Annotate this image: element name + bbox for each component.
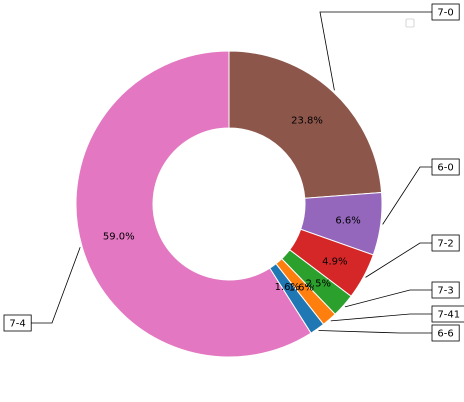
callout-box-7-2: [431, 234, 460, 252]
leader-line-7-41: [330, 313, 432, 322]
callout-label-7-4: 7-4: [9, 319, 25, 330]
legend-handle: [405, 18, 415, 28]
percent-labels: 23.8%6.6%4.9%2.5%1.6%1.6%59.0%: [103, 115, 361, 293]
callout-box-7-0: [431, 3, 460, 21]
leader-line-6-6: [318, 330, 432, 334]
slice-7-4: [75, 50, 312, 358]
pct-label-7-41: 1.6%: [289, 283, 314, 294]
callout-box-6-0: [431, 158, 460, 176]
callout-box-7-3: [431, 281, 460, 299]
callout-label-7-41: 7-41: [437, 310, 460, 321]
pct-label-6-6: 1.6%: [275, 282, 300, 293]
donut-slices: [75, 50, 383, 358]
callout-label-7-0: 7-0: [437, 8, 453, 19]
callout-label-6-0: 6-0: [437, 163, 453, 174]
leader-line-7-4: [31, 247, 81, 324]
slice-callouts: 7-0 6-0 7-2 7-3 7-41 6-6 7-4: [3, 3, 464, 342]
callout-label-7-3: 7-3: [437, 286, 453, 297]
leader-line-7-0: [319, 11, 432, 91]
callout-label-6-6: 6-6: [437, 329, 453, 340]
callout-box-7-41: [431, 305, 464, 323]
leader-line-7-2: [365, 242, 432, 278]
leader-line-7-3: [344, 289, 432, 308]
callout-box-7-4: [3, 314, 32, 332]
slice-7-0: [228, 50, 383, 199]
leader-line-6-0: [382, 166, 432, 225]
pct-label-7-2: 4.9%: [322, 256, 347, 267]
callout-box-6-6: [431, 324, 460, 342]
callout-label-7-2: 7-2: [437, 239, 453, 250]
pct-label-7-4: 59.0%: [103, 232, 135, 243]
pct-label-7-3: 2.5%: [306, 279, 331, 290]
pct-label-6-0: 6.6%: [335, 215, 360, 226]
pct-label-7-0: 23.8%: [291, 115, 323, 126]
